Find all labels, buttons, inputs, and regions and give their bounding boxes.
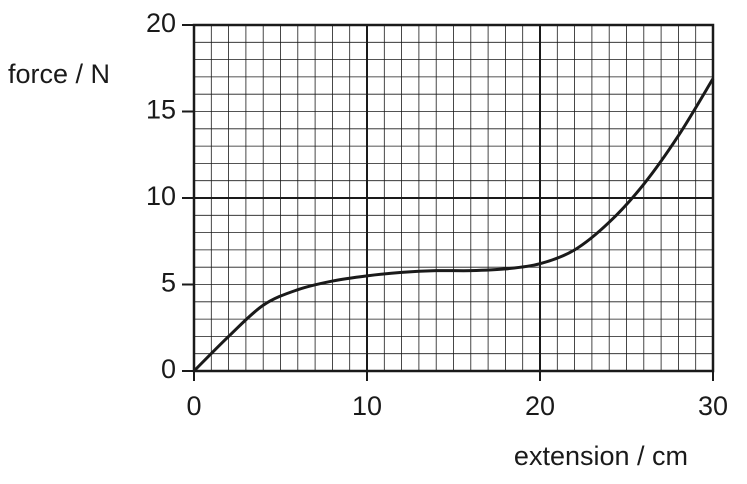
y-axis-label: force / N	[8, 59, 110, 89]
x-tick-label: 10	[352, 391, 382, 421]
x-axis-label: extension / cm	[514, 441, 688, 471]
y-tick-label: 0	[161, 354, 176, 384]
x-tick-label: 0	[186, 391, 201, 421]
data-line	[192, 77, 715, 373]
x-tick-label: 30	[698, 391, 728, 421]
plot-border	[192, 23, 715, 373]
y-tick-label: 15	[146, 95, 176, 125]
x-tick-label: 20	[525, 391, 555, 421]
y-tick-label: 10	[146, 181, 176, 211]
y-tick-label: 20	[146, 8, 176, 38]
y-tick-label: 5	[161, 268, 176, 298]
